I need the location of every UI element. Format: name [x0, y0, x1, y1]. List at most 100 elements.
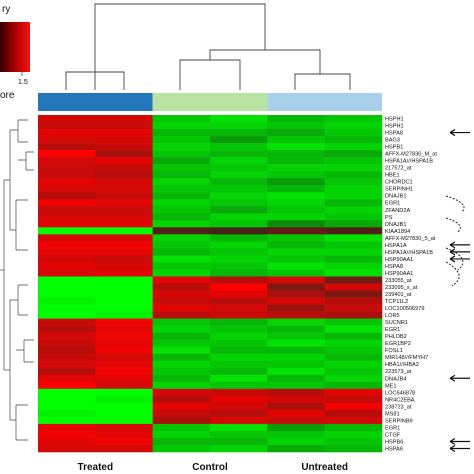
dendro-top-control: [179, 59, 241, 90]
heatmap-cell: [38, 290, 96, 298]
heatmap-cell: [152, 374, 211, 383]
gene-label: HSP90AA1: [385, 257, 413, 263]
heatmap-cell: [152, 346, 211, 355]
gene-label: KIAA1894: [385, 229, 410, 235]
heatmap-cell: [267, 262, 325, 270]
gene-label: HSPA8: [385, 131, 403, 137]
heatmap-cell: [267, 290, 325, 298]
gene-label: HSPA8: [385, 264, 403, 270]
heatmap-cell: [152, 304, 211, 312]
heatmap-cell: [210, 283, 268, 291]
group-label-1: Control: [192, 462, 228, 473]
heatmap-cell: [324, 381, 383, 390]
gene-label: SERPINH1: [385, 187, 413, 193]
heatmap-cell: [38, 206, 96, 214]
heatmap-cell: [152, 360, 211, 369]
heatmap-cell: [152, 241, 211, 249]
heatmap-cell: [38, 430, 96, 439]
heatmap-cell: [152, 199, 211, 207]
heatmap-cell: [267, 276, 325, 284]
heatmap-cell: [267, 381, 325, 390]
heatmap-cell: [95, 283, 153, 291]
heatmap-cell: [95, 206, 153, 214]
heatmap-cell: [324, 283, 383, 291]
heatmap-cell: [95, 150, 153, 158]
heatmap-cell: [152, 353, 211, 362]
heatmap-cell: [267, 325, 325, 333]
heatmap-cell: [210, 374, 268, 383]
heatmap-cell: [95, 360, 153, 369]
heatmap-cell: [95, 395, 153, 404]
dashed-connector-4: [445, 261, 460, 287]
heatmap-cell: [210, 423, 268, 432]
heatmap-cell: [267, 346, 325, 355]
heatmap-cell: [152, 234, 211, 242]
heatmap-cell: [95, 129, 153, 137]
gene-label: DNAJB4: [385, 376, 406, 382]
heatmap-cell: [267, 353, 325, 362]
row-arrow: [449, 444, 470, 453]
gene-label: 239401_at: [385, 292, 412, 298]
heatmap-cell: [38, 192, 96, 200]
heatmap-cell: [38, 115, 96, 123]
heatmap-cell: [152, 248, 211, 256]
heatmap-cell: [210, 437, 268, 446]
heatmap-cell: [95, 248, 153, 256]
gene-label: HSPA1A///HSPA1B: [385, 159, 433, 165]
heatmap-cell: [38, 318, 96, 326]
heatmap-cell: [210, 115, 268, 123]
gene-label: DNAJB1: [385, 194, 406, 200]
gene-label: HBE1: [385, 173, 400, 179]
heatmap-cell: [210, 199, 268, 207]
row-arrows: [449, 129, 470, 453]
heatmap-cell: [324, 227, 383, 235]
heatmap-cell: [324, 332, 383, 340]
heatmap-cell: [267, 241, 325, 249]
heatmap-cell: [95, 157, 153, 165]
dendro-row-b3: [16, 339, 34, 363]
heatmap-cell: [324, 311, 383, 319]
gene-label: LOC100506979: [385, 306, 425, 312]
heatmap-cell: [152, 290, 211, 298]
heatmap-cell: [95, 339, 153, 347]
heatmap-cell: [95, 192, 153, 200]
heatmap-cell: [210, 255, 268, 263]
heatmap-cell: [267, 129, 325, 137]
heatmap-cell: [324, 213, 383, 221]
heatmap-cell: [95, 122, 153, 130]
group-label-0: Treated: [78, 462, 114, 473]
heatmap-cell: [152, 220, 211, 228]
heatmap-cell: [267, 388, 325, 397]
heatmap-cell: [38, 374, 96, 383]
heatmap-cell: [95, 388, 153, 397]
heatmap-cell: [324, 318, 383, 326]
gene-label: HSPB1: [385, 145, 403, 151]
heatmap-cell: [267, 283, 325, 291]
heatmap-cell: [38, 178, 96, 186]
gene-label: HSPA1A: [385, 243, 407, 249]
heatmap-cell: [267, 332, 325, 340]
gene-label: SERPINB9: [385, 418, 413, 424]
heatmap-cell: [152, 311, 211, 319]
heatmap-cell: [324, 178, 383, 186]
heatmap-cell: [324, 430, 383, 439]
heatmap-cell: [210, 122, 268, 130]
column-dendrogram: [65, 3, 351, 90]
gene-label: PHLDB2: [385, 334, 407, 340]
gene-label: HSPB6: [385, 439, 403, 445]
heatmap-cell: [267, 304, 325, 312]
heatmap-cell: [95, 416, 153, 425]
heatmap-cell: [38, 171, 96, 179]
heatmap-cell: [38, 227, 96, 235]
gene-label: HSPA1A///HSPA1B: [385, 250, 433, 256]
heatmap-cell: [95, 115, 153, 123]
group-strip-2: [267, 93, 382, 111]
heatmap-cell: [38, 437, 96, 446]
heatmap-cell: [38, 269, 96, 277]
heatmap-cell: [152, 157, 211, 165]
heatmap-cell: [324, 290, 383, 298]
gene-label: EGR1BP2: [385, 341, 411, 347]
dendro-row-a3: [18, 151, 34, 171]
heatmap-cell: [152, 255, 211, 263]
